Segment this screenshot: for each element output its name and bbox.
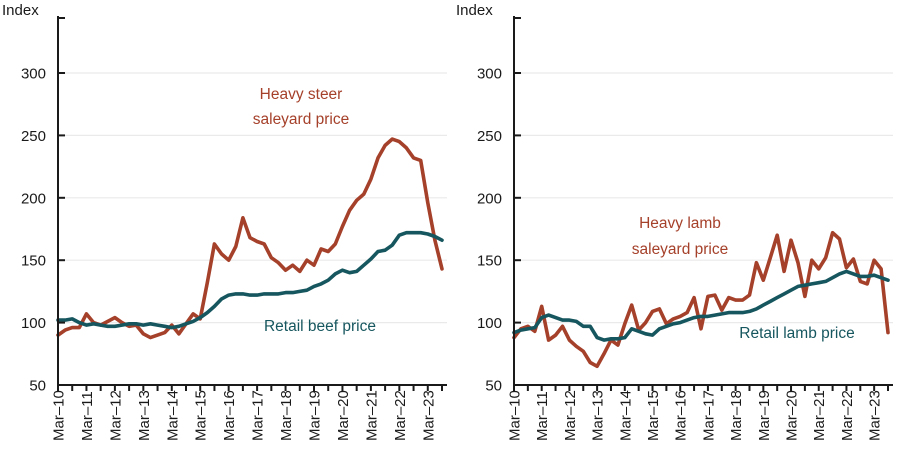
x-tick-label: Mar–13 bbox=[136, 390, 153, 441]
y-tick-label-50: 50 bbox=[29, 378, 46, 395]
x-tick-label: Mar–16 bbox=[221, 390, 238, 441]
x-tick-label: Mar–19 bbox=[756, 390, 773, 441]
x-tick-label: Mar–12 bbox=[562, 390, 579, 441]
x-tick-label: Mar–21 bbox=[811, 390, 828, 441]
retail-lamb-price-label: Retail lamb price bbox=[739, 325, 854, 342]
x-tick-label: Mar–18 bbox=[728, 390, 745, 441]
x-tick-label: Mar–10 bbox=[51, 390, 68, 441]
x-tick-label: Mar–14 bbox=[164, 390, 181, 441]
lamb-price-chart: 50 100 150 200 250 300 Index Mar–10 Mar–11 Mar–12… bbox=[456, 2, 893, 441]
y-tick-label-300: 300 bbox=[21, 66, 46, 83]
x-tick-label: Mar–12 bbox=[107, 390, 124, 441]
x-tick-label: Mar–15 bbox=[193, 390, 210, 441]
y-tick-label-100: 100 bbox=[477, 315, 502, 332]
x-tick-label: Mar–20 bbox=[335, 390, 352, 441]
heavy-steer-saleyard-price-label: Heavy steer bbox=[260, 86, 343, 103]
heavy-steer-saleyard-price-label: saleyard price bbox=[253, 111, 350, 128]
retail-lamb-price-line bbox=[512, 269, 890, 342]
heavy-steer-saleyard-price-line bbox=[56, 137, 444, 340]
y-tick-label-150: 150 bbox=[477, 253, 502, 270]
y-tick-label-300: 300 bbox=[477, 66, 502, 83]
lamb-price-panel: 50 100 150 200 250 300 Index Mar–10 Mar–11 Mar–12… bbox=[450, 0, 900, 450]
y-axis-title: Index bbox=[2, 2, 39, 19]
x-tick-label: Mar–18 bbox=[278, 390, 295, 441]
x-tick-label: Mar–17 bbox=[700, 390, 717, 441]
x-tick-label: Mar–22 bbox=[392, 390, 409, 441]
x-tick-label: Mar–15 bbox=[645, 390, 662, 441]
y-tick-label-250: 250 bbox=[21, 128, 46, 145]
y-axis-title: Index bbox=[456, 2, 493, 19]
y-tick-label-200: 200 bbox=[477, 190, 502, 207]
x-tick-label: Mar–10 bbox=[507, 390, 524, 441]
x-tick-label: Mar–14 bbox=[617, 390, 634, 441]
y-tick-label-50: 50 bbox=[485, 378, 502, 395]
retail-beef-price-label: Retail beef price bbox=[264, 318, 376, 335]
y-tick-label-250: 250 bbox=[477, 128, 502, 145]
beef-price-panel: 50 100 150 200 250 300 Index Mar–10 Mar–11 Mar–12… bbox=[2, 2, 447, 441]
y-tick-label-150: 150 bbox=[21, 253, 46, 270]
x-tick-label: Mar–23 bbox=[867, 390, 884, 441]
x-tick-label: Mar–16 bbox=[673, 390, 690, 441]
retail-beef-price-line bbox=[56, 230, 444, 330]
heavy-lamb-saleyard-price-line bbox=[512, 230, 890, 369]
y-tick-label-200: 200 bbox=[21, 190, 46, 207]
x-tick-label: Mar–20 bbox=[784, 390, 801, 441]
y-tick-label-100: 100 bbox=[21, 315, 46, 332]
x-tick-label: Mar–19 bbox=[307, 390, 324, 441]
x-tick-label: Mar–11 bbox=[79, 391, 96, 441]
x-tick-label: Mar–17 bbox=[250, 390, 267, 441]
x-tick-label: Mar–21 bbox=[363, 390, 380, 441]
x-tick-label: Mar–13 bbox=[590, 390, 607, 441]
heavy-lamb-saleyard-price-label: Heavy lamb bbox=[639, 215, 721, 232]
x-tick-label: Mar–11 bbox=[534, 391, 551, 441]
beef-price-chart: 50 100 150 200 250 300 Index Mar–10 Mar–11 Mar–12… bbox=[2, 2, 447, 441]
x-tick-label: Mar–23 bbox=[420, 390, 437, 441]
heavy-lamb-saleyard-price-label: saleyard price bbox=[632, 241, 729, 258]
x-tick-label: Mar–22 bbox=[839, 390, 856, 441]
